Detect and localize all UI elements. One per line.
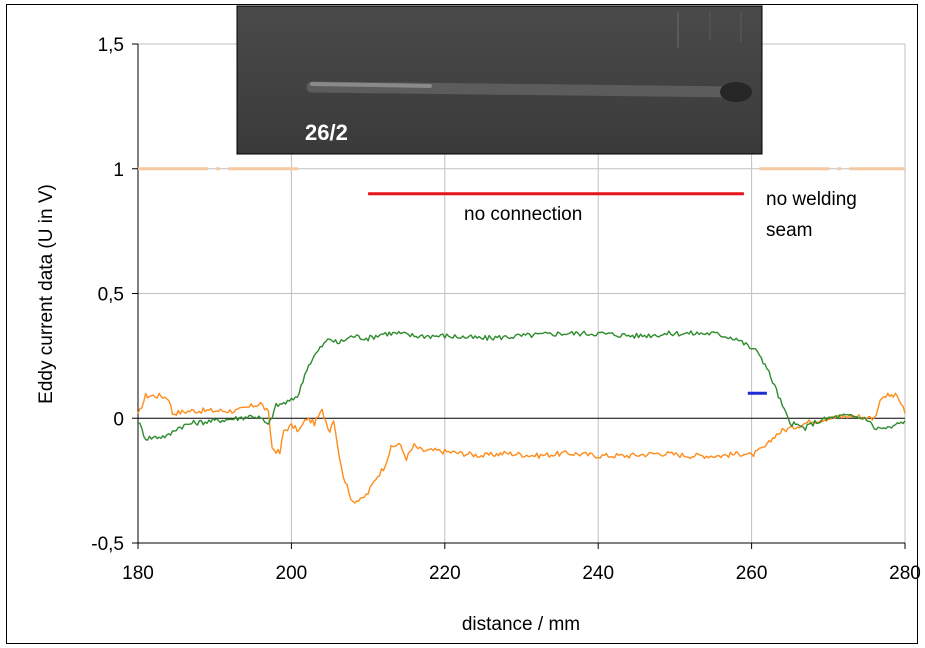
x-tick-label: 200	[276, 563, 308, 584]
x-tick-label: 260	[736, 563, 768, 584]
plot-area	[137, 167, 906, 504]
y-axis-title: Eddy current data (U in V)	[36, 184, 57, 404]
inset-photo-background	[237, 6, 762, 154]
axes: 180 200 220 240 260 280 -0,5 0 0,5 1 1,5	[91, 35, 921, 584]
x-tick-label: 280	[889, 563, 921, 584]
inset-photo-label: 26/2	[305, 120, 348, 145]
y-tick-label: 0,5	[98, 285, 124, 306]
inset-photo: 26/2	[236, 5, 763, 155]
y-tick-label: 1,5	[98, 35, 124, 56]
x-tick-label: 180	[122, 563, 154, 584]
inset-photo-frame	[236, 5, 763, 155]
y-tick-label: 1	[113, 160, 124, 181]
series-line	[137, 330, 906, 441]
inset-photo-weld-end	[720, 82, 752, 102]
annotation-no-welding-line2: seam	[766, 220, 812, 241]
y-tick-label: 0	[113, 409, 124, 430]
y-tick-label: -0,5	[91, 534, 124, 555]
annotation-no-welding-line1: no welding	[766, 189, 857, 210]
x-tick-label: 220	[429, 563, 461, 584]
x-axis-title: distance / mm	[462, 614, 580, 635]
inset-photo-weld-seam	[306, 81, 744, 98]
inset-photo-weld-highlight	[310, 82, 432, 88]
series-line	[137, 392, 906, 504]
x-tick-label: 240	[582, 563, 614, 584]
annotation-no-connection: no connection	[464, 204, 582, 225]
